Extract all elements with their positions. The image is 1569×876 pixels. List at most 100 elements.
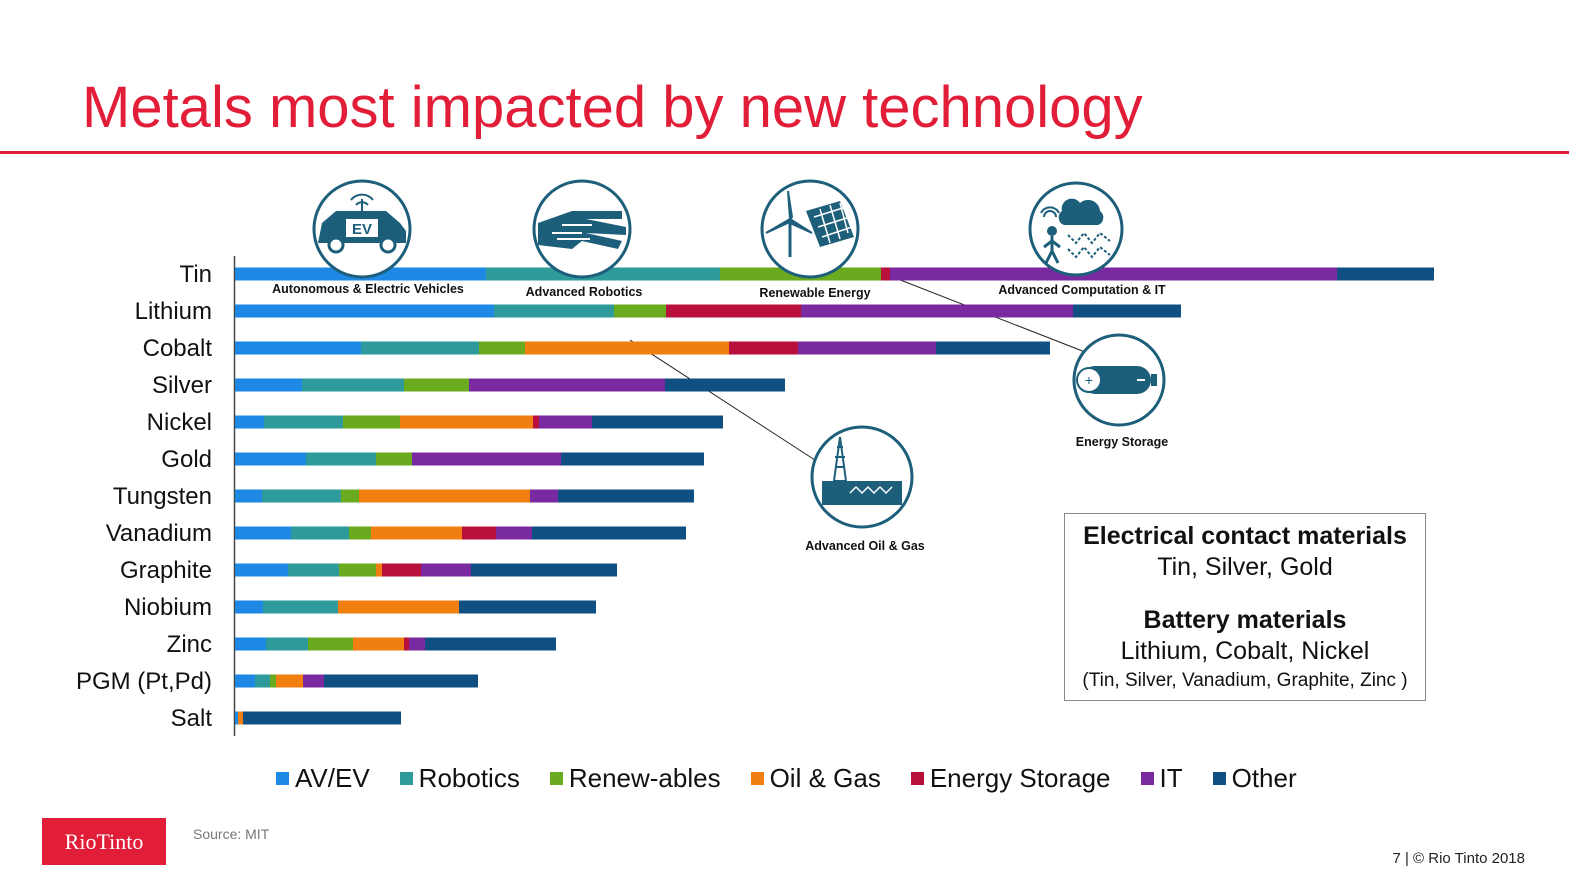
energy-storage-label: Energy Storage (1076, 435, 1168, 449)
bar-graphite-energy-storage (382, 563, 421, 577)
y-label-tin: Tin (180, 261, 212, 288)
legend-label: Oil & Gas (769, 763, 881, 793)
bar-vanadium-oil-gas (371, 526, 462, 540)
callout-heading-battery: Battery materials (1143, 606, 1347, 634)
bar-graphite-renew-ables (339, 563, 376, 577)
legend-item-robotics: Robotics (399, 763, 520, 794)
bar-cobalt-it (798, 341, 936, 355)
bar-lithium-robotics (494, 304, 614, 318)
bar-cobalt-other (936, 341, 1050, 355)
callout-battery-secondary: (Tin, Silver, Vanadium, Graphite, Zinc ) (1082, 670, 1408, 691)
bar-vanadium-it (496, 526, 532, 540)
bar-zinc-energy-storage (404, 637, 409, 651)
bar-gold-renew-ables (376, 452, 412, 466)
legend-swatch (276, 772, 289, 785)
source-note: Source: MIT (193, 826, 270, 842)
bar-zinc-robotics (266, 637, 308, 651)
y-label-gold: Gold (161, 446, 212, 473)
bar-graphite-other (471, 563, 617, 577)
legend-label: Energy Storage (929, 763, 1111, 793)
legend-item-oil-gas: Oil & Gas (750, 763, 881, 794)
bar-cobalt-energy-storage (729, 341, 798, 355)
bar-nickel-av-ev (235, 415, 264, 429)
legend-label: Robotics (418, 763, 520, 793)
legend-swatch (549, 772, 563, 785)
svg-text:EV: EV (352, 221, 372, 238)
bar-silver-other (665, 378, 785, 392)
bar-cobalt-robotics (361, 341, 479, 355)
y-label-niobium: Niobium (124, 594, 212, 621)
bar-nickel-energy-storage (533, 415, 539, 429)
bar-graphite-robotics (288, 563, 339, 577)
bar-zinc-other (425, 637, 556, 651)
y-label-zinc: Zinc (167, 631, 212, 658)
page-title: Metals most impacted by new technology (82, 75, 1143, 140)
rio-tinto-logo: RioTinto (42, 818, 166, 865)
bar-zinc-renew-ables (308, 637, 353, 651)
bar-graphite-it (421, 563, 471, 577)
legend-item-other: Other (1212, 763, 1297, 794)
robotics-icon: Advanced Robotics (526, 179, 642, 299)
bar-lithium-renew-ables (614, 304, 666, 318)
svg-text:+: + (1085, 372, 1093, 388)
bar-pgm-pt-pd--av-ev (235, 674, 255, 688)
oil-gas-icon: Advanced Oil & Gas (805, 425, 925, 553)
callout-battery-metals: Lithium, Cobalt, Nickel (1120, 637, 1370, 665)
bar-gold-robotics (306, 452, 376, 466)
bar-niobium-av-ev (235, 600, 263, 614)
computation-it-icon: Advanced Computation & IT (998, 181, 1166, 297)
legend-label: Other (1231, 763, 1297, 793)
bar-tungsten-it (530, 489, 558, 503)
renewable-energy-icon: Renewable Energy (759, 179, 871, 300)
y-label-lithium: Lithium (135, 298, 212, 325)
bar-pgm-pt-pd--it (303, 674, 324, 688)
bar-vanadium-robotics (291, 526, 349, 540)
bar-tungsten-robotics (262, 489, 341, 503)
bar-tin-other (1337, 267, 1434, 281)
renewable-energy-label: Renewable Energy (759, 286, 870, 300)
y-axis-labels: Tin Lithium Cobalt Silver Nickel Gold Tungsten… (76, 261, 212, 732)
bar-nickel-it (539, 415, 592, 429)
callout-electrical-metals: Tin, Silver, Gold (1157, 553, 1333, 581)
materials-callout: Electrical contact materials Tin, Silver… (1064, 513, 1426, 701)
bar-pgm-pt-pd--oil-gas (276, 674, 303, 688)
bar-tungsten-oil-gas (359, 489, 530, 503)
bar-silver-renew-ables (404, 378, 469, 392)
bar-cobalt-renew-ables (479, 341, 525, 355)
connector-oil-gas (629, 339, 819, 463)
legend-swatch (910, 772, 924, 785)
bar-tungsten-av-ev (235, 489, 262, 503)
bar-vanadium-other (532, 526, 686, 540)
legend-swatch (1140, 772, 1154, 785)
bar-niobium-robotics (263, 600, 338, 614)
legend-label: AV/EV (295, 763, 370, 793)
energy-storage-icon: + Energy Storage (1072, 333, 1168, 449)
bar-tin-it (890, 267, 1337, 281)
bar-nickel-robotics (264, 415, 343, 429)
bar-lithium-av-ev (235, 304, 494, 318)
bar-vanadium-av-ev (235, 526, 291, 540)
legend-label: IT (1159, 763, 1183, 793)
y-label-silver: Silver (152, 372, 212, 399)
bar-niobium-oil-gas (338, 600, 459, 614)
legend-item-av-ev: AV/EV (276, 763, 370, 794)
bar-lithium-other (1073, 304, 1181, 318)
y-label-tungsten: Tungsten (113, 483, 212, 510)
bar-tin-energy-storage (881, 267, 890, 281)
bar-zinc-av-ev (235, 637, 266, 651)
bar-lithium-energy-storage (666, 304, 801, 318)
y-label-pgm-pt-pd-: PGM (Pt,Pd) (76, 668, 212, 695)
bar-nickel-oil-gas (400, 415, 533, 429)
bar-gold-other (561, 452, 704, 466)
page-footer: 7 | © Rio Tinto 2018 (1392, 850, 1525, 867)
bar-tungsten-other (558, 489, 694, 503)
legend-swatch (1212, 772, 1226, 785)
legend-label: Renew-ables (568, 763, 721, 793)
y-label-graphite: Graphite (120, 557, 212, 584)
y-label-cobalt: Cobalt (143, 335, 213, 362)
icons-group: EV Autonomous & Electric Vehicles Advanced… (272, 179, 1168, 553)
bar-pgm-pt-pd--robotics (255, 674, 270, 688)
bar-salt-av-ev (235, 711, 238, 725)
bar-graphite-av-ev (235, 563, 288, 577)
